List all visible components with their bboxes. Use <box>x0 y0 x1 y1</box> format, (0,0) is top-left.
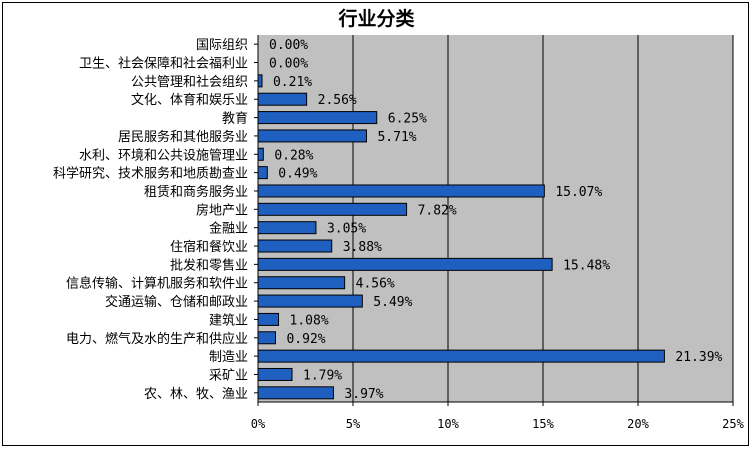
data-label: 0.21% <box>273 75 312 90</box>
x-tick-label: 15% <box>532 417 554 431</box>
data-label: 0.00% <box>269 38 308 53</box>
data-label: 7.82% <box>418 203 457 218</box>
data-label: 0.92% <box>286 332 325 347</box>
bar <box>257 202 408 216</box>
data-label: 0.49% <box>278 167 317 182</box>
data-label: 5.49% <box>373 295 412 310</box>
data-label: 21.39% <box>675 350 722 365</box>
data-label: 0.00% <box>269 57 308 72</box>
bar <box>257 184 545 198</box>
data-label: 3.88% <box>343 240 382 255</box>
category-label: 制造业 <box>209 350 248 365</box>
category-label: 电力、燃气及水的生产和供应业 <box>66 331 248 347</box>
category-label: 建筑业 <box>209 312 248 328</box>
category-label: 农、林、牧、渔业 <box>144 387 248 402</box>
data-label: 3.97% <box>344 387 383 402</box>
data-label: 15.07% <box>555 185 602 200</box>
bar <box>257 221 317 235</box>
bar <box>257 74 263 88</box>
category-label: 教育 <box>222 111 248 127</box>
bar <box>257 331 276 345</box>
chart-title: 行业分类 <box>338 8 415 30</box>
x-tick-label: 10% <box>437 417 459 431</box>
bar <box>257 239 333 253</box>
bar <box>257 312 280 326</box>
category-label: 租赁和商务服务业 <box>144 184 248 200</box>
category-label: 金融业 <box>209 221 248 237</box>
category-label: 批发和零售业 <box>170 257 248 273</box>
bar <box>257 129 367 143</box>
bar <box>257 147 264 161</box>
bar <box>257 367 293 381</box>
data-label: 5.71% <box>377 130 416 145</box>
data-label: 15.48% <box>563 258 610 273</box>
x-tick-label: 5% <box>346 417 361 431</box>
data-label: 3.05% <box>327 222 366 237</box>
category-label: 交通运输、仓储和邮政业 <box>105 294 248 310</box>
category-label: 信息传输、计算机服务和软件业 <box>66 276 248 292</box>
x-tick-label: 0% <box>251 417 266 431</box>
bar <box>257 257 553 271</box>
data-label: 6.25% <box>388 112 427 127</box>
category-label: 居民服务和其他服务业 <box>118 129 248 145</box>
category-label: 科学研究、技术服务和地质勘查业 <box>53 166 248 182</box>
bar <box>257 386 334 400</box>
bar <box>257 92 308 106</box>
bar <box>257 111 378 125</box>
category-label: 卫生、社会保障和社会福利业 <box>79 56 248 72</box>
category-label: 住宿和餐饮业 <box>170 239 248 255</box>
data-label: 1.79% <box>303 368 342 383</box>
bar <box>257 276 346 290</box>
x-tick-label: 20% <box>627 417 649 431</box>
category-label: 房地产业 <box>196 202 248 218</box>
bar <box>257 349 665 363</box>
bar <box>257 166 268 180</box>
data-label: 2.56% <box>318 93 357 108</box>
category-label: 国际组织 <box>196 38 248 53</box>
category-label: 采矿业 <box>209 368 248 383</box>
bar <box>257 294 363 308</box>
category-label: 文化、体育和娱乐业 <box>131 92 248 108</box>
data-label: 1.08% <box>290 313 329 328</box>
data-label: 0.28% <box>274 148 313 163</box>
data-label: 4.56% <box>356 277 395 292</box>
x-tick-label: 25% <box>722 417 744 431</box>
category-label: 公共管理和社会组织 <box>131 74 248 90</box>
category-label: 水利、环境和公共设施管理业 <box>79 148 248 163</box>
plot-area <box>258 35 733 402</box>
